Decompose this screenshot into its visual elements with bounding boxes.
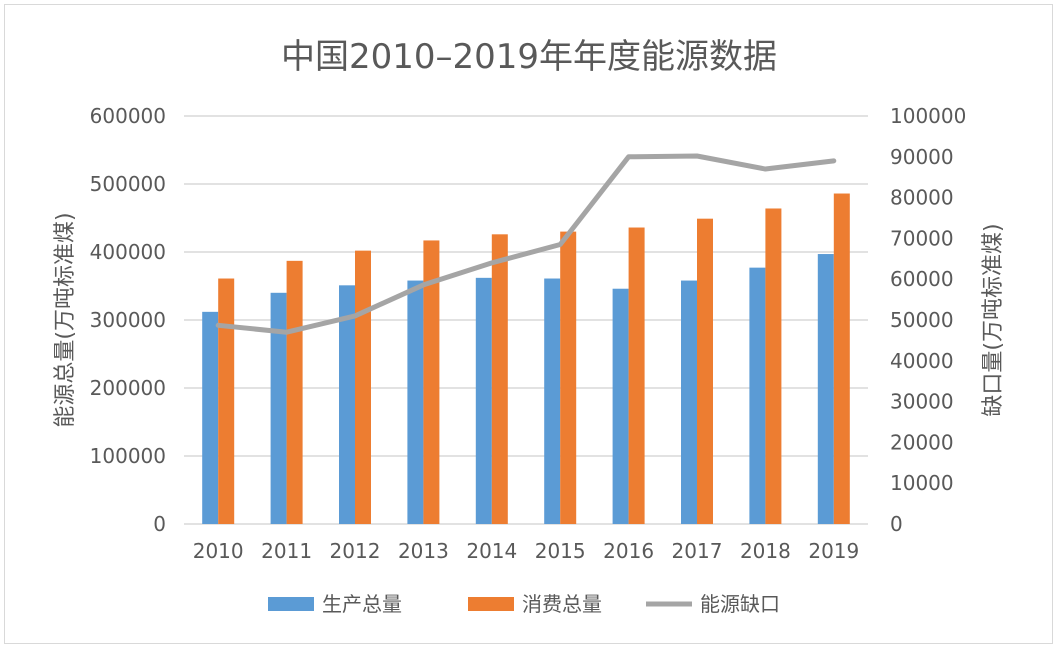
bar-production-2015	[544, 278, 561, 524]
left-tick-label: 100000	[90, 444, 166, 468]
right-axis-title: 缺口量(万吨标准煤)	[981, 223, 1006, 416]
x-tick-label: 2010	[193, 539, 244, 563]
legend-label: 能源缺口	[700, 592, 780, 616]
x-tick-label: 2015	[535, 539, 586, 563]
bar-consumption-2012	[355, 250, 371, 524]
x-tick-label: 2011	[261, 539, 312, 563]
bars	[202, 193, 850, 525]
bar-production-2011	[270, 292, 287, 524]
right-tick-label: 70000	[890, 226, 954, 250]
x-tick-label: 2019	[808, 539, 859, 563]
bar-consumption-2010	[218, 278, 235, 524]
right-tick-label: 30000	[890, 390, 954, 414]
legend-swatch	[468, 597, 514, 611]
right-tick-label: 10000	[890, 471, 954, 495]
bar-production-2013	[407, 280, 424, 524]
right-tick-label: 0	[890, 512, 903, 536]
x-axis-ticks: 2010 2011 2012 2013 2014 2015 2016 2017 2018 2019	[193, 539, 860, 563]
bar-consumption-2013	[423, 240, 440, 524]
right-tick-label: 80000	[890, 186, 954, 210]
left-tick-label: 0	[153, 512, 166, 536]
bar-production-2010	[202, 311, 219, 524]
right-tick-label: 60000	[890, 267, 954, 291]
legend-swatch	[268, 597, 314, 611]
x-tick-label: 2013	[398, 539, 449, 563]
left-axis-ticks: 0 100000 200000 300000 400000 500000 600000	[90, 104, 166, 536]
right-tick-label: 20000	[890, 430, 954, 454]
bar-production-2018	[749, 267, 766, 524]
x-tick-label: 2018	[740, 539, 791, 563]
bar-production-2012	[339, 285, 355, 524]
legend-label: 消费总量	[522, 592, 602, 616]
left-tick-label: 500000	[90, 172, 166, 196]
right-tick-label: 50000	[890, 308, 954, 332]
bar-production-2014	[475, 277, 492, 524]
x-tick-label: 2017	[672, 539, 723, 563]
left-axis-title: 能源总量(万吨标准煤)	[53, 212, 78, 427]
bar-consumption-2014	[491, 234, 508, 524]
bar-consumption-2015	[560, 231, 577, 524]
bar-production-2017	[681, 280, 697, 524]
gap-line	[215, 153, 837, 335]
left-tick-label: 600000	[90, 104, 166, 128]
bar-consumption-2019	[833, 193, 850, 524]
right-tick-label: 40000	[890, 349, 954, 373]
x-tick-label: 2016	[603, 539, 654, 563]
chart-title: 中国2010–2019年年度能源数据	[281, 37, 777, 77]
bar-consumption-2011	[286, 260, 303, 524]
legend: 生产总量 消费总量 能源缺口	[268, 592, 780, 616]
left-tick-label: 300000	[90, 308, 166, 332]
bar-consumption-2016	[628, 227, 645, 524]
right-axis-ticks: 0 10000 20000 30000 40000 50000 60000 70000 8000…	[890, 104, 966, 536]
legend-label: 生产总量	[322, 592, 402, 616]
x-tick-label: 2014	[466, 539, 517, 563]
bar-production-2019	[817, 254, 834, 525]
left-tick-label: 200000	[90, 376, 166, 400]
bar-consumption-2017	[697, 218, 713, 524]
bar-consumption-2018	[765, 208, 782, 525]
x-tick-label: 2012	[330, 539, 381, 563]
left-tick-label: 400000	[90, 240, 166, 264]
right-tick-label: 100000	[890, 104, 966, 128]
right-tick-label: 90000	[890, 145, 954, 169]
chart-frame	[4, 4, 1053, 644]
bar-production-2016	[612, 288, 629, 524]
series-line-gap	[215, 153, 837, 335]
